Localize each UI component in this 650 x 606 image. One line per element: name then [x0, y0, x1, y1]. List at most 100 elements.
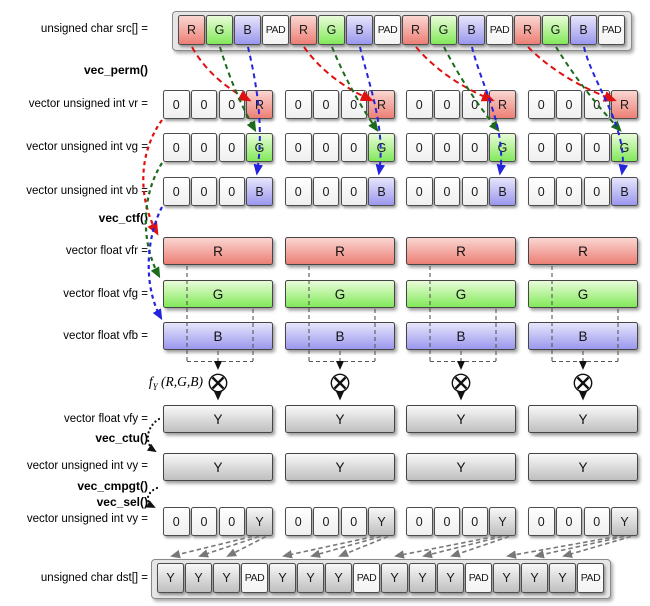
cell-b: B — [368, 177, 395, 206]
label-src-array: unsigned char src[] = — [40, 23, 148, 35]
cell-pad: PAD — [241, 563, 268, 593]
cell-0: 0 — [555, 177, 583, 206]
cell-0: 0 — [190, 90, 218, 119]
vector-bar-r: R — [285, 237, 395, 265]
vector-bar-y: Y — [285, 405, 395, 433]
cell-g: G — [430, 15, 457, 45]
vector-bar-g: G — [528, 280, 638, 308]
label-fy-function: fY (R,G,B) — [148, 374, 203, 392]
cell-0: 0 — [461, 90, 488, 119]
cell-pad: PAD — [577, 563, 604, 593]
cell-0: 0 — [406, 507, 433, 536]
cell-0: 0 — [312, 507, 340, 536]
label-vector-vg: vector unsigned int vg = — [26, 141, 148, 153]
label-dst-array: unsigned char dst[] = — [40, 572, 148, 584]
cell-0: 0 — [285, 507, 312, 536]
cell-0: 0 — [433, 90, 461, 119]
cell-0: 0 — [583, 177, 610, 206]
cell-0: 0 — [555, 90, 583, 119]
cell-r: R — [290, 15, 317, 45]
cell-b: B — [570, 15, 597, 45]
cell-0: 0 — [555, 507, 583, 536]
cell-0: 0 — [406, 90, 433, 119]
cell-0: 0 — [340, 133, 367, 162]
cell-y: Y — [368, 507, 395, 536]
cell-y: Y — [493, 563, 520, 593]
label-vec-sel: vec_sel() — [96, 495, 148, 509]
vector-bar-r: R — [406, 237, 516, 265]
cell-0: 0 — [285, 133, 312, 162]
cell-0: 0 — [312, 90, 340, 119]
cell-0: 0 — [190, 133, 218, 162]
cell-y: Y — [521, 563, 548, 593]
cell-0: 0 — [163, 507, 190, 536]
cell-y: Y — [325, 563, 352, 593]
cell-0: 0 — [163, 90, 190, 119]
cell-r: R — [611, 90, 638, 119]
cell-0: 0 — [340, 90, 367, 119]
cell-0: 0 — [285, 90, 312, 119]
cell-0: 0 — [528, 90, 555, 119]
cell-0: 0 — [285, 177, 312, 206]
cell-0: 0 — [163, 177, 190, 206]
cell-r: R — [246, 90, 273, 119]
cell-0: 0 — [583, 133, 610, 162]
vector-bar-b: B — [528, 322, 638, 350]
vector-bar-y: Y — [285, 453, 395, 481]
cell-pad: PAD — [262, 15, 289, 45]
cell-g: G — [368, 133, 395, 162]
cell-0: 0 — [163, 133, 190, 162]
cell-y: Y — [157, 563, 184, 593]
cell-g: G — [318, 15, 345, 45]
cell-r: R — [402, 15, 429, 45]
label-vector-vr: vector unsigned int vr = — [28, 98, 148, 110]
cell-y: Y — [185, 563, 212, 593]
cell-0: 0 — [406, 133, 433, 162]
cell-0: 0 — [340, 177, 367, 206]
vector-bar-y: Y — [163, 453, 273, 481]
vector-bar-b: B — [285, 322, 395, 350]
label-vector-vfg: vector float vfg = — [63, 288, 148, 300]
cell-0: 0 — [555, 133, 583, 162]
vector-bar-y: Y — [528, 453, 638, 481]
cell-r: R — [368, 90, 395, 119]
cell-y: Y — [437, 563, 464, 593]
cell-0: 0 — [218, 177, 245, 206]
cell-b: B — [611, 177, 638, 206]
label-vec-cmpgt: vec_cmpgt() — [77, 479, 148, 493]
label-vector-vfb: vector float vfb = — [63, 330, 148, 342]
cell-g: G — [489, 133, 516, 162]
cell-0: 0 — [433, 133, 461, 162]
cell-y: Y — [489, 507, 516, 536]
cell-y: Y — [549, 563, 576, 593]
vector-bar-y: Y — [528, 405, 638, 433]
cell-0: 0 — [218, 90, 245, 119]
cell-r: R — [514, 15, 541, 45]
label-vector-vy-selected: vector unsigned int vy = — [26, 513, 148, 525]
cell-g: G — [542, 15, 569, 45]
label-vector-vfy: vector float vfy = — [63, 413, 148, 425]
cell-0: 0 — [190, 177, 218, 206]
cell-0: 0 — [583, 507, 610, 536]
cell-0: 0 — [528, 133, 555, 162]
cell-0: 0 — [461, 133, 488, 162]
cell-0: 0 — [190, 507, 218, 536]
cell-y: Y — [409, 563, 436, 593]
cell-pad: PAD — [374, 15, 401, 45]
label-vec-ctf: vec_ctf() — [98, 211, 148, 225]
cell-r: R — [489, 90, 516, 119]
cell-g: G — [246, 133, 273, 162]
vector-bar-y: Y — [406, 405, 516, 433]
label-vector-vfr: vector float vfr = — [65, 245, 148, 257]
cell-y: Y — [297, 563, 324, 593]
cell-pad: PAD — [465, 563, 492, 593]
cell-0: 0 — [312, 133, 340, 162]
cell-0: 0 — [461, 177, 488, 206]
cell-y: Y — [213, 563, 240, 593]
cell-y: Y — [246, 507, 273, 536]
vector-bar-g: G — [406, 280, 516, 308]
cell-b: B — [458, 15, 485, 45]
cell-0: 0 — [406, 177, 433, 206]
vector-bar-r: R — [163, 237, 273, 265]
